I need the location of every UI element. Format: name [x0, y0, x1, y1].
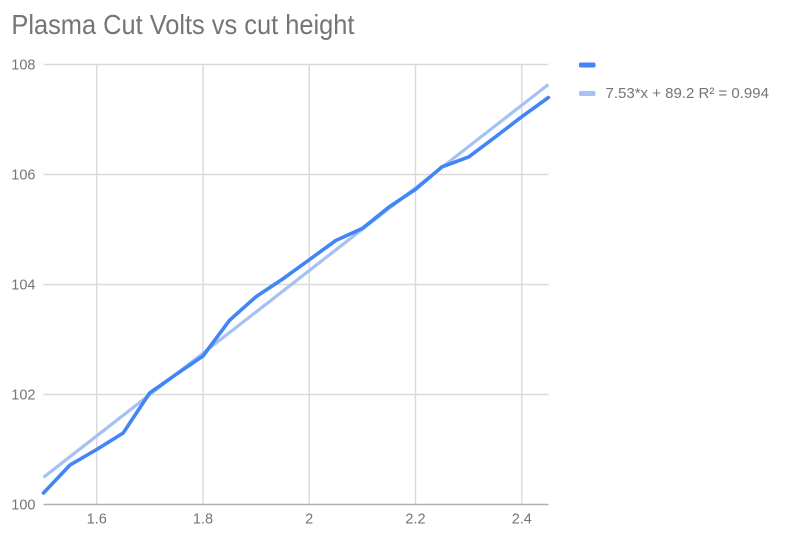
svg-text:1.8: 1.8 [193, 511, 213, 527]
svg-text:Plasma Cut Volts vs cut height: Plasma Cut Volts vs cut height [11, 9, 354, 40]
svg-text:2.4: 2.4 [512, 511, 532, 527]
svg-text:102: 102 [11, 388, 35, 404]
svg-text:104: 104 [11, 278, 35, 294]
svg-text:100: 100 [11, 498, 35, 514]
svg-text:2.2: 2.2 [405, 511, 425, 527]
svg-text:7.53*x + 89.2 R² = 0.994: 7.53*x + 89.2 R² = 0.994 [606, 85, 769, 102]
svg-text:106: 106 [11, 168, 35, 184]
svg-text:108: 108 [11, 58, 35, 74]
svg-text:1.6: 1.6 [87, 511, 107, 527]
svg-text:2: 2 [305, 511, 313, 527]
